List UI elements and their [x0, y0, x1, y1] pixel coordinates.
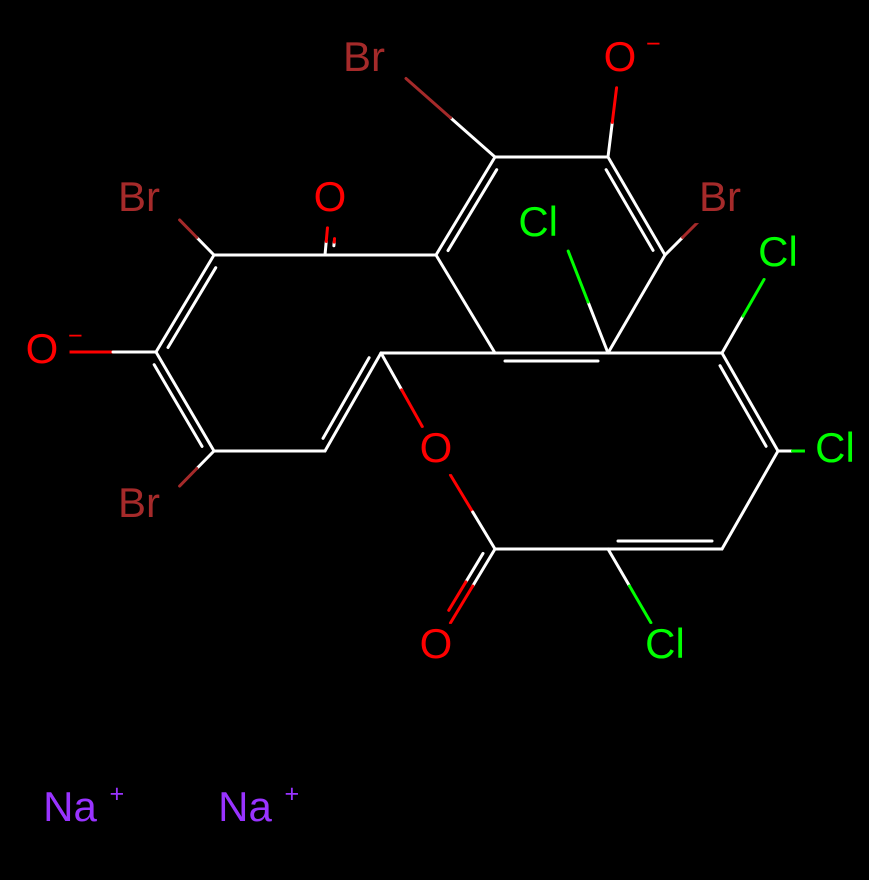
atom-label: Cl [758, 228, 798, 275]
atom-label: Na [218, 783, 272, 830]
atom-label: O [314, 173, 347, 220]
atom-Cl4: Cl [502, 198, 562, 248]
atoms-layer: O−BrOBrO−BrBrOOClClClClNa+Na+ [14, 30, 865, 833]
atom-label: Br [118, 173, 160, 220]
atom-Na2: Na + [204, 780, 299, 833]
atom-Br1: Br [104, 173, 164, 223]
atom-O4: O [419, 424, 453, 474]
atom-label: Na [43, 783, 97, 830]
atom-O3: O− [592, 30, 660, 83]
atom-label: Cl [518, 198, 558, 245]
atom-label: O [420, 620, 453, 667]
atom-O5: O [419, 620, 453, 670]
atom-label: Cl [815, 424, 855, 471]
atom-label: Br [118, 479, 160, 526]
atom-Cl3: Cl [748, 228, 808, 278]
atom-Na1: Na + [29, 780, 124, 833]
atom-O1: O− [14, 322, 82, 375]
atom-charge: + [109, 780, 124, 808]
atom-label: Br [343, 33, 385, 80]
atom-Br2: Br [329, 33, 389, 83]
bonds-layer [70, 79, 807, 623]
atom-label: Cl [645, 620, 685, 667]
atom-Br3: Br [690, 173, 750, 223]
atom-charge: − [68, 322, 83, 350]
atom-Cl2: Cl [805, 424, 865, 474]
atom-label: O [604, 33, 637, 80]
atom-Br4: Br [104, 479, 164, 529]
atom-label: Br [699, 173, 741, 220]
atom-label: O [26, 325, 59, 372]
atom-charge: + [284, 780, 299, 808]
molecule-diagram: O−BrOBrO−BrBrOOClClClClNa+Na+ [0, 0, 869, 880]
atom-charge: − [646, 30, 661, 58]
atom-Cl1: Cl [635, 620, 695, 670]
atom-label: O [420, 424, 453, 471]
atom-O2: O [313, 173, 347, 223]
